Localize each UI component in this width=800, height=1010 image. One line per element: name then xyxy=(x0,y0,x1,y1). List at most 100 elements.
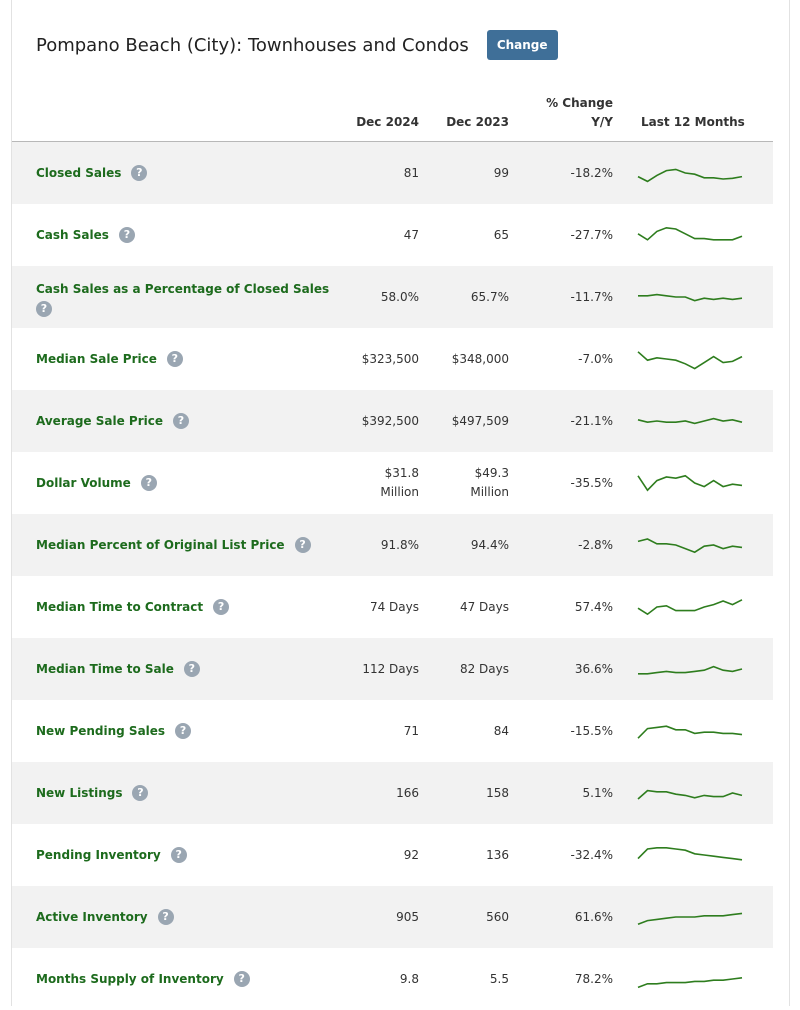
prior-value: $497,509 xyxy=(422,390,509,452)
current-value-text: 71 xyxy=(403,723,419,738)
help-icon[interactable]: ? xyxy=(233,971,250,987)
yoy-change: 61.6% xyxy=(574,909,613,924)
prior-value-text: 84 xyxy=(493,723,509,738)
metric-name: Dollar Volume xyxy=(36,476,131,490)
sparkline-chart xyxy=(637,417,743,425)
help-icon[interactable]: ? xyxy=(157,909,174,925)
sparkline-trend xyxy=(637,226,743,241)
metric-label: New Listings? xyxy=(36,762,336,824)
metric-name: Pending Inventory xyxy=(36,848,161,862)
current-value: 81 xyxy=(312,142,419,204)
yoy-change: 5.1% xyxy=(582,785,614,800)
sparkline-trend xyxy=(637,474,743,492)
current-value: 58.0% xyxy=(312,266,419,328)
prior-value-text: 158 xyxy=(486,785,509,800)
change-button[interactable]: Change xyxy=(486,30,558,60)
current-value-text: 905 xyxy=(396,909,419,924)
help-icon[interactable]: ? xyxy=(131,165,148,181)
table-row: Cash Sales as a Percentage of Closed Sal… xyxy=(12,266,773,328)
metric-name: Cash Sales as a Percentage of Closed Sal… xyxy=(36,282,330,296)
prior-value-text: 136 xyxy=(486,847,509,862)
help-icon[interactable]: ? xyxy=(36,300,52,317)
table-row: Median Time to Sale? 112 Days 82 Days 36.6% xyxy=(12,638,773,700)
current-value-text: 91.8% xyxy=(380,537,419,552)
prior-value: 65 xyxy=(422,204,509,266)
metric-name: Median Time to Contract xyxy=(36,600,204,614)
current-value-text: 47 xyxy=(403,227,419,242)
prior-value-text: 47 Days xyxy=(459,599,509,614)
prior-value-text: 5.5 xyxy=(489,971,509,986)
prior-value-unit: Million xyxy=(470,485,509,499)
current-value-text: 166 xyxy=(396,785,419,800)
current-value: 905 xyxy=(312,886,419,948)
sparkline-trend xyxy=(637,599,743,616)
table-row: New Listings? 166 158 5.1% xyxy=(12,762,773,824)
current-value: 91.8% xyxy=(312,514,419,576)
table-row: Pending Inventory? 92 136 -32.4% xyxy=(12,824,773,886)
metric-name: Cash Sales xyxy=(36,228,109,242)
table-row: Months Supply of Inventory? 9.8 5.5 78.2% xyxy=(12,948,773,1010)
prior-value: $348,000 xyxy=(422,328,509,390)
prior-value: 65.7% xyxy=(422,266,509,328)
current-value: 71 xyxy=(312,700,419,762)
sparkline-trend xyxy=(637,725,743,739)
metric-label: Closed Sales? xyxy=(36,142,336,204)
yoy-change: -18.2% xyxy=(570,165,613,180)
help-icon[interactable]: ? xyxy=(166,351,183,367)
current-value-text: 92 xyxy=(403,847,419,862)
report-header: Pompano Beach (City): Townhouses and Con… xyxy=(36,30,558,60)
metric-label: Average Sale Price? xyxy=(36,390,336,452)
prior-value: 84 xyxy=(422,700,509,762)
sparkline-trend xyxy=(637,912,743,925)
help-icon[interactable]: ? xyxy=(213,599,230,615)
page-title: Pompano Beach (City): Townhouses and Con… xyxy=(36,34,469,56)
sparkline-chart xyxy=(637,538,743,554)
sparkline-chart xyxy=(637,226,743,241)
yoy-change: -7.0% xyxy=(578,351,613,366)
metric-name: Months Supply of Inventory xyxy=(36,972,224,986)
help-icon[interactable]: ? xyxy=(170,847,187,863)
metric-label: Median Percent of Original List Price? xyxy=(36,514,336,576)
table-row: Median Percent of Original List Price? 91… xyxy=(12,514,773,576)
metric-name: Closed Sales xyxy=(36,166,122,180)
table-row: Active Inventory? 905 560 61.6% xyxy=(12,886,773,948)
column-header-change: % Change Y/Y xyxy=(520,94,613,132)
prior-value: 136 xyxy=(422,824,509,886)
help-icon[interactable]: ? xyxy=(173,413,189,429)
metric-name: Median Time to Sale xyxy=(36,662,174,676)
column-header-current: Dec 2024 xyxy=(356,115,419,129)
current-value: 74 Days xyxy=(312,576,419,638)
table-row: Median Sale Price? $323,500 $348,000 -7.0% xyxy=(12,328,773,390)
metric-name: Average Sale Price xyxy=(36,414,163,428)
sparkline-trend xyxy=(637,351,743,370)
sparkline-trend xyxy=(638,665,743,675)
current-value-text: 81 xyxy=(403,165,419,180)
prior-value-text: 560 xyxy=(486,909,509,924)
metric-name: Active Inventory xyxy=(36,910,148,924)
table-row: Average Sale Price? $392,500 $497,509 -21.1… xyxy=(12,390,773,452)
yoy-change: -32.4% xyxy=(570,847,613,862)
table-row: Cash Sales? 47 65 -27.7% xyxy=(12,204,773,266)
yoy-change: -35.5% xyxy=(570,475,613,490)
help-icon[interactable]: ? xyxy=(294,537,311,553)
help-icon[interactable]: ? xyxy=(132,785,149,801)
column-header-change-line2: Y/Y xyxy=(591,115,613,129)
metric-label: Active Inventory? xyxy=(36,886,336,948)
help-icon[interactable]: ? xyxy=(118,227,135,243)
help-icon[interactable]: ? xyxy=(140,475,157,491)
current-value-text: 58.0% xyxy=(380,289,419,304)
help-icon[interactable]: ? xyxy=(183,661,200,677)
help-icon[interactable]: ? xyxy=(175,723,192,739)
prior-value: 82 Days xyxy=(422,638,509,700)
yoy-change: 57.4% xyxy=(574,599,613,614)
current-value: $392,500 xyxy=(312,390,419,452)
metric-label: Pending Inventory? xyxy=(36,824,336,886)
sparkline-chart xyxy=(637,725,743,739)
metric-name: Median Sale Price xyxy=(36,352,157,366)
metric-label: New Pending Sales? xyxy=(36,700,336,762)
prior-value-text: $497,509 xyxy=(451,413,509,428)
current-value-text: 9.8 xyxy=(399,971,419,986)
sparkline-chart xyxy=(637,599,743,616)
metric-label: Cash Sales? xyxy=(36,204,336,266)
table-row: Closed Sales? 81 99 -18.2% xyxy=(12,142,773,204)
